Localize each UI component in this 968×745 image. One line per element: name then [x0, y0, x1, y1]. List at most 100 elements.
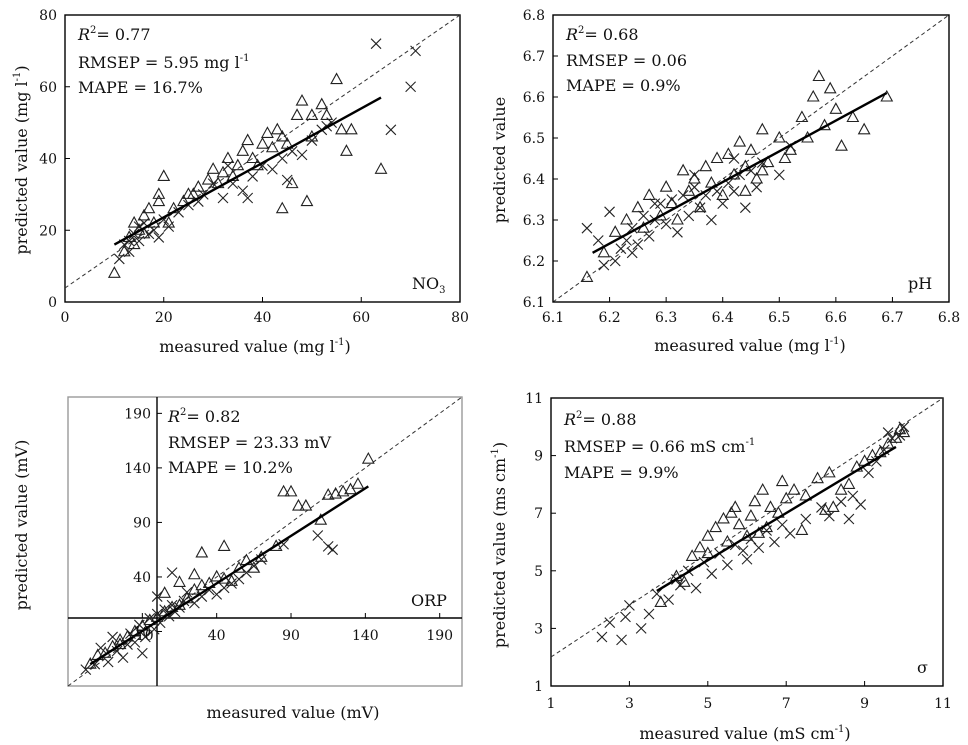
x-marker — [247, 171, 259, 182]
triangle-marker — [107, 266, 121, 278]
reference-line — [552, 14, 950, 303]
x-tick-label: 6.6 — [825, 310, 847, 326]
triangle-marker — [866, 448, 879, 461]
x-marker — [753, 542, 765, 554]
x-tick-label: 1 — [547, 696, 556, 712]
x-marker — [144, 612, 156, 624]
y-tick-label: 0 — [48, 295, 57, 311]
x-marker — [592, 235, 604, 246]
triangle-marker — [247, 561, 261, 573]
x-marker — [741, 553, 753, 565]
x-marker — [632, 239, 644, 250]
triangle-marker — [142, 201, 156, 214]
triangle-marker — [152, 187, 166, 199]
y-ticks: 1 3 5 7 9 11 — [525, 391, 556, 695]
x-tick-label: 190 — [426, 628, 453, 644]
triangle-marker — [685, 549, 699, 561]
triangle-marker — [842, 477, 856, 489]
mape-label: MAPE = 16.7% — [78, 78, 203, 97]
x-marker — [113, 253, 125, 265]
x-marker — [143, 228, 155, 240]
y-tick-label: 140 — [124, 461, 151, 477]
x-marker — [95, 642, 107, 654]
x-marker — [133, 619, 145, 631]
x-ticks: -10 40 90 140 190 — [131, 613, 453, 644]
reference-line — [67, 396, 463, 687]
x-marker — [635, 623, 647, 634]
x-marker — [843, 513, 855, 525]
triangle-marker — [857, 122, 871, 135]
x-marker — [405, 81, 417, 93]
x-marker — [148, 224, 160, 236]
y-ticks: -10 40 90 140 190 — [124, 406, 162, 640]
x-marker — [615, 243, 627, 255]
x-tick-label: 9 — [860, 696, 869, 712]
triangle-marker — [733, 134, 747, 147]
triangle-marker — [659, 180, 673, 192]
y-tick-label: 6.5 — [523, 131, 545, 147]
triangle-marker — [724, 506, 738, 518]
triangle-marker — [191, 180, 205, 192]
y-tick-label: 6.6 — [523, 90, 545, 106]
x-tick-label: 40 — [254, 310, 272, 326]
triangle-marker — [787, 483, 801, 495]
triangle-marker — [277, 484, 291, 497]
triangle-marker — [300, 194, 314, 207]
x-marker — [626, 222, 638, 234]
y-tick-label: 9 — [534, 449, 543, 465]
triangle-marker — [320, 108, 334, 120]
x-ticks: 6.1 6.2 6.3 6.4 6.5 6.6 6.7 6.8 — [542, 297, 960, 326]
y-tick-label: 6.8 — [523, 8, 545, 24]
triangle-marker — [822, 465, 836, 478]
x-marker — [327, 544, 339, 556]
x-marker — [178, 595, 190, 607]
x-marker — [751, 181, 763, 193]
corner-label: NO3 — [412, 274, 446, 296]
x-marker — [882, 427, 894, 438]
x-marker — [102, 656, 114, 668]
triangle-marker — [195, 545, 209, 558]
fit-line — [592, 91, 888, 254]
triangle-marker — [336, 484, 350, 497]
x-marker — [898, 421, 910, 433]
y-tick-label: 60 — [39, 80, 57, 96]
x-tick-label: 6.7 — [881, 310, 903, 326]
x-marker — [598, 259, 610, 271]
x-marker — [604, 206, 615, 218]
triangle-marker — [631, 200, 645, 213]
triangle-marker — [823, 81, 837, 94]
y-tick-label: 11 — [525, 391, 543, 407]
x-tick-label: 6.8 — [938, 310, 960, 326]
y-tick-label: 6.2 — [523, 254, 545, 270]
triangle-marker — [580, 270, 594, 282]
triangle-marker — [811, 471, 824, 484]
triangle-marker — [744, 508, 758, 521]
triangle-marker — [701, 529, 715, 541]
triangle-marker — [275, 201, 289, 214]
triangle-marker — [755, 122, 769, 135]
y-tick-label: 20 — [39, 223, 57, 239]
triangle-marker — [676, 163, 690, 176]
plot-frame — [550, 397, 944, 687]
x-marker — [281, 174, 293, 186]
x-marker — [222, 160, 234, 172]
x-marker — [847, 490, 859, 502]
x-marker — [604, 617, 616, 629]
triangle-marker — [806, 89, 820, 102]
x-marker — [660, 218, 672, 230]
corner-label: ORP — [411, 591, 447, 610]
triangle-marker — [330, 72, 343, 85]
x-marker — [151, 591, 163, 602]
y-axis-label: predicted value (mV) — [12, 440, 31, 611]
r2-label: R2= 0.88 — [563, 410, 637, 429]
fit-line — [89, 485, 369, 666]
y-tick-label: 6.1 — [523, 295, 545, 311]
x-marker — [616, 634, 627, 646]
x-marker — [385, 124, 397, 136]
x-marker — [655, 198, 666, 209]
triangle-marker — [671, 212, 684, 225]
x-marker — [370, 38, 382, 50]
triangle-marker — [186, 187, 200, 199]
triangle-marker — [361, 452, 375, 464]
